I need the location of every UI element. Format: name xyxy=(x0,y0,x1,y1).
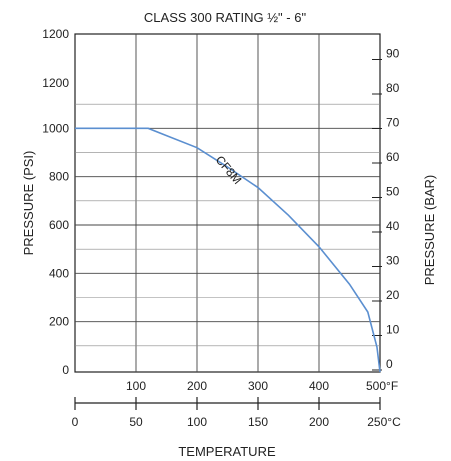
x-tick-label-fahrenheit: 300 xyxy=(248,379,268,393)
x-axis-label: TEMPERATURE xyxy=(178,444,276,459)
y-axis-label-right: PRESSURE (BAR) xyxy=(422,175,437,286)
y-tick-label-psi: 800 xyxy=(49,170,69,184)
y-tick-label-psi: 0 xyxy=(62,363,69,377)
y-tick-label-bar: 90 xyxy=(386,47,400,61)
x-tick-label-fahrenheit: 500°F xyxy=(366,379,398,393)
y-tick-label-bar: 70 xyxy=(386,116,400,130)
y-tick-label-psi: 200 xyxy=(49,315,69,329)
series-label-cf8m: CF8M xyxy=(213,153,245,187)
y-tick-label-psi: 400 xyxy=(49,266,69,280)
x-tick-label-celsius: 100 xyxy=(187,415,207,429)
y-tick-label-bar: 50 xyxy=(386,185,400,199)
y-tick-label-bar: 20 xyxy=(386,288,400,302)
y-tick-label-bar: 40 xyxy=(386,219,400,233)
y-tick-label-psi-top: 1200 xyxy=(42,27,69,41)
x-tick-label-fahrenheit: 400 xyxy=(309,379,329,393)
x-tick-label-celsius: 0 xyxy=(72,415,79,429)
x-tick-label-celsius: 200 xyxy=(309,415,329,429)
axis-ticks xyxy=(74,59,382,410)
y-tick-label-bar: 30 xyxy=(386,254,400,268)
chart-title: CLASS 300 RATING ½" - 6" xyxy=(144,10,307,25)
y-tick-label-bar: 60 xyxy=(386,150,400,164)
plot-area xyxy=(74,33,381,373)
series-line-cf8m xyxy=(75,127,381,373)
y-axis-label-left: PRESSURE (PSI) xyxy=(21,151,36,256)
x-tick-label-fahrenheit: 200 xyxy=(187,379,207,393)
y-tick-label-psi: 1200 xyxy=(42,76,69,90)
grid xyxy=(75,34,380,372)
y-tick-label-bar: 0 xyxy=(386,357,393,371)
x-tick-label-fahrenheit: 100 xyxy=(126,379,146,393)
y-tick-label-psi: 600 xyxy=(49,218,69,232)
y-tick-label-psi: 1000 xyxy=(42,121,69,135)
x-tick-label-celsius: 250°C xyxy=(367,415,401,429)
y-tick-label-bar: 10 xyxy=(386,323,400,337)
y-tick-label-bar: 80 xyxy=(386,81,400,95)
x-tick-label-celsius: 150 xyxy=(248,415,268,429)
tick-labels: 0200400600800100012001200010203040506070… xyxy=(42,27,401,429)
x-tick-label-celsius: 50 xyxy=(129,415,143,429)
